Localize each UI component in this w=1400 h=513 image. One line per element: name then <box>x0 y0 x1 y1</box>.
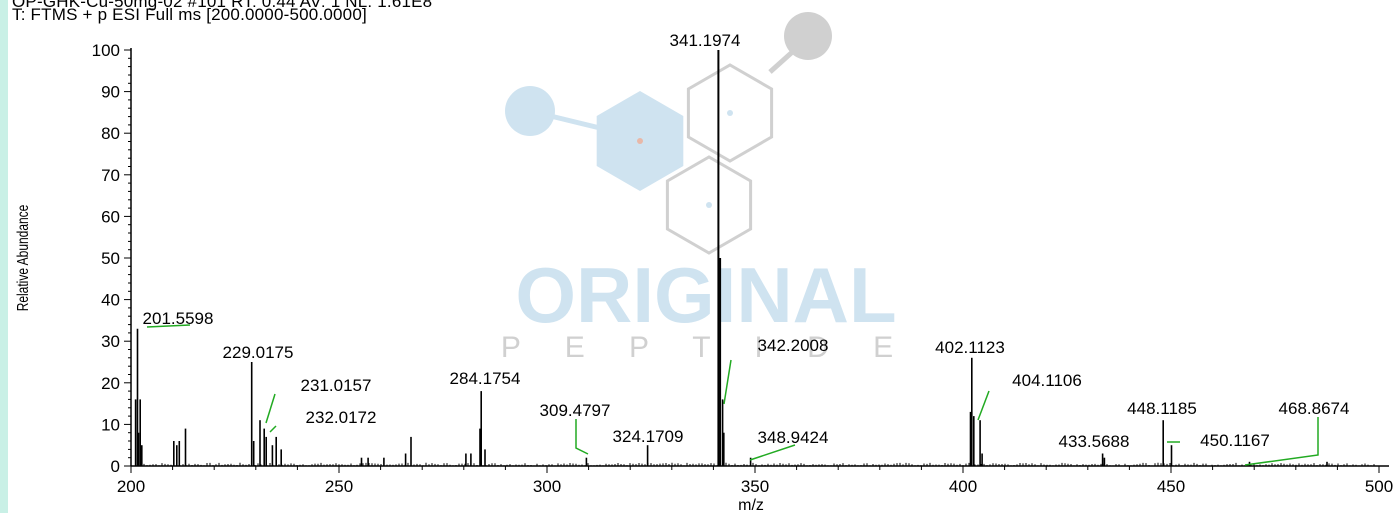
peak-label: 201.5598 <box>143 309 214 328</box>
wm-dot <box>706 202 712 208</box>
x-tick-label: 500 <box>1365 477 1393 496</box>
peak-label: 324.1709 <box>613 427 684 446</box>
y-tick-label: 30 <box>101 332 120 351</box>
y-tick-label: 70 <box>101 166 120 185</box>
peak-label: 404.1106 <box>1012 371 1082 390</box>
peak-label: 402.1123 <box>935 338 1005 357</box>
peak-label: 309.4797 <box>540 401 611 420</box>
x-tick-label: 450 <box>1157 477 1185 496</box>
y-tick-label: 50 <box>101 249 120 268</box>
wm-atom-grey <box>784 12 832 60</box>
y-tick-label: 10 <box>101 415 120 434</box>
wm-subword: P E P T I D E <box>501 331 911 364</box>
x-axis-title: m/z <box>738 497 764 513</box>
peak-label: 342.2008 <box>758 336 829 355</box>
x-tick-label: 250 <box>325 477 353 496</box>
label-leader-line <box>576 419 588 454</box>
y-tick-label: 40 <box>101 291 120 310</box>
wm-dot <box>637 138 643 144</box>
y-tick-label: 0 <box>111 457 120 476</box>
x-tick-label: 350 <box>741 477 769 496</box>
x-tick-label: 300 <box>533 477 561 496</box>
label-leader-line <box>978 391 989 420</box>
peak-label: 229.0175 <box>223 343 294 362</box>
y-tick-label: 90 <box>101 83 120 102</box>
y-tick-label: 80 <box>101 124 120 143</box>
scan-header-line-2: T: FTMS + p ESI Full ms [200.0000-500.00… <box>12 5 367 25</box>
label-leader-line <box>724 360 731 404</box>
wm-atom-blue <box>505 86 555 136</box>
peak-label: 468.8674 <box>1279 399 1350 418</box>
y-tick-label: 20 <box>101 374 120 393</box>
peak-label: 284.1754 <box>450 369 521 388</box>
label-leader-line <box>266 394 275 423</box>
peak-label: 448.1185 <box>1127 399 1197 418</box>
peak-label: 450.1167 <box>1200 431 1270 450</box>
x-tick-label: 400 <box>949 477 977 496</box>
peak-label: 348.9424 <box>758 428 829 447</box>
wm-word: ORIGINAL <box>515 251 896 339</box>
label-leader-line <box>750 445 795 460</box>
peak-label: 341.1974 <box>670 31 741 50</box>
peak-labels: 201.5598 229.0175 231.0157 232.0172 284.1754… <box>143 31 1350 451</box>
peak-label: 231.0157 <box>301 376 372 395</box>
y-tick-label: 60 <box>101 207 120 226</box>
label-leader-line <box>270 426 276 432</box>
peak-label: 232.0172 <box>306 408 377 427</box>
x-tick-label: 200 <box>117 477 145 496</box>
wm-dot <box>727 110 733 116</box>
peak-label: 433.5688 <box>1059 432 1130 451</box>
y-tick-label: 100 <box>92 41 120 60</box>
y-axis-title: Relative Abundance <box>13 205 31 312</box>
